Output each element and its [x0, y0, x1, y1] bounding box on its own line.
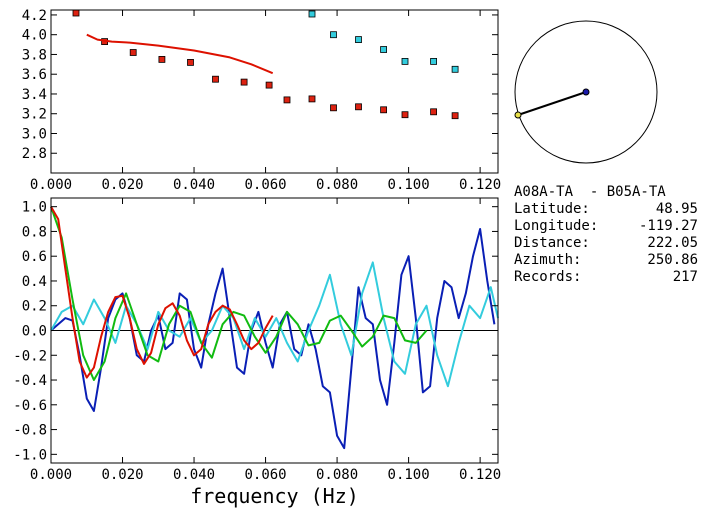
info-value: 48.95: [655, 201, 698, 217]
x-tick-label: 0.060: [244, 467, 286, 483]
info-row-records: Records: 217: [514, 269, 698, 286]
data-point: [308, 10, 316, 18]
data-point: [240, 78, 248, 86]
data-point: [212, 75, 219, 83]
dispersion-chart: 0.000 0.020 0.040 0.060 0.080 0.100 0.120 2.8 3.…: [22, 8, 501, 193]
info-row-longitude: Longitude: -119.27: [514, 218, 698, 235]
x-tick-label: 0.040: [173, 467, 215, 483]
y-tick-label: 3.8: [22, 47, 47, 63]
x-tick-label: 0.080: [316, 467, 358, 483]
series-line-1: [50, 261, 499, 388]
data-point: [187, 59, 194, 66]
data-point: [355, 36, 362, 43]
x-tick-label: 0.040: [173, 177, 215, 193]
x-tick-label: 0.120: [459, 467, 501, 483]
x-tick-label: 0.100: [388, 467, 430, 483]
info-label: Longitude:: [514, 218, 599, 234]
y-tick-label: 0.4: [22, 274, 47, 290]
azimuth-circle-map: [514, 20, 658, 164]
data-point: [401, 111, 409, 119]
data-point: [308, 95, 316, 103]
data-point: [158, 56, 166, 63]
info-value: -119.27: [638, 218, 698, 234]
y-tick-label: -0.2: [13, 348, 47, 364]
y-tick-label: 4.2: [22, 8, 47, 24]
x-tick-label: 0.060: [244, 177, 286, 193]
y-tick-label: -0.4: [13, 373, 47, 389]
info-value: 217: [672, 269, 698, 285]
data-point: [430, 108, 438, 116]
y-tick-label: 0.8: [22, 224, 47, 240]
center-station-marker: [582, 88, 590, 96]
info-value: 222.05: [647, 235, 698, 251]
data-point: [72, 9, 80, 17]
info-row-latitude: Latitude: 48.95: [514, 201, 698, 218]
x-tick-label: 0.100: [388, 177, 430, 193]
azimuth-line: [517, 91, 587, 116]
x-tick-label: 0.000: [30, 467, 72, 483]
remote-station-marker: [514, 111, 522, 119]
info-label: Azimuth:: [514, 252, 582, 268]
x-tick-label: 0.020: [101, 467, 143, 483]
series-line-3: [50, 206, 274, 379]
data-point: [355, 103, 362, 111]
x-tick-label: 0.000: [30, 177, 72, 193]
y-tick-label: 1.0: [22, 200, 47, 216]
data-point: [380, 106, 388, 114]
plot-frame: [50, 9, 499, 174]
y-tick-label: -1.0: [13, 447, 47, 463]
y-tick-label: -0.8: [13, 423, 47, 439]
data-point: [451, 112, 459, 120]
data-point: [129, 49, 137, 56]
info-label: Distance:: [514, 235, 590, 251]
y-tick-label: 0.0: [22, 324, 47, 340]
y-tick-label: 3.2: [22, 107, 47, 123]
x-tick-label: 0.120: [459, 177, 501, 193]
data-point: [451, 65, 459, 73]
station-info-panel: A08A-TA - B05A-TA Latitude: 48.95 Longit…: [514, 184, 698, 286]
info-row-distance: Distance: 222.05: [514, 235, 698, 252]
data-point: [265, 81, 273, 89]
data-point: [330, 31, 337, 39]
data-point: [430, 58, 438, 65]
data-point: [401, 58, 409, 65]
data-point: [283, 96, 291, 104]
x-tick-label: 0.020: [101, 177, 143, 193]
info-label: Records:: [514, 269, 582, 285]
y-tick-label: 3.6: [22, 67, 47, 83]
info-value: 250.86: [647, 252, 698, 268]
data-point: [330, 104, 337, 112]
station-pair-label: A08A-TA - B05A-TA: [514, 184, 666, 200]
y-tick-label: 3.0: [22, 126, 47, 142]
y-tick-label: 2.8: [22, 146, 47, 162]
x-tick-label: 0.080: [316, 177, 358, 193]
data-point: [380, 46, 388, 53]
x-axis-label: frequency (Hz): [190, 484, 359, 508]
correlation-chart: 0.000 0.020 0.040 0.060 0.080 0.100 0.120 1.0 0.…: [13, 197, 501, 508]
azimuth-circle: [514, 20, 658, 164]
y-tick-label: 3.4: [22, 87, 47, 103]
info-row-azimuth: Azimuth: 250.86: [514, 252, 698, 269]
series-line-2: [50, 206, 428, 381]
y-tick-label: -0.6: [13, 398, 47, 414]
y-tick-label: 0.2: [22, 299, 47, 315]
y-tick-label: 4.0: [22, 28, 47, 44]
y-tick-label: 0.6: [22, 249, 47, 265]
series-line-2: [86, 33, 274, 75]
info-label: Latitude:: [514, 201, 590, 217]
